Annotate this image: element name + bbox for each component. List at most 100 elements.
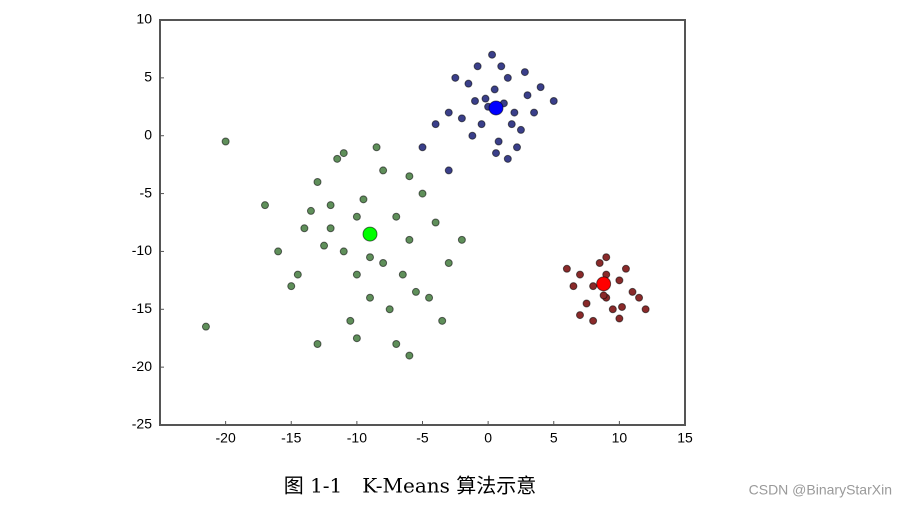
point <box>576 311 584 320</box>
point <box>615 314 624 323</box>
point <box>444 166 453 175</box>
point <box>516 125 525 134</box>
point <box>471 97 479 105</box>
caption: 图 1-1 K-Means 算法示意 <box>284 474 537 498</box>
point <box>300 224 309 233</box>
point <box>497 62 506 71</box>
point <box>490 85 499 94</box>
point <box>602 253 611 262</box>
y-tick-label: -5 <box>140 184 153 200</box>
point <box>488 100 504 116</box>
point <box>405 235 414 244</box>
point <box>313 178 322 186</box>
x-tick-label: 15 <box>677 430 693 446</box>
point <box>392 212 401 221</box>
point <box>523 91 532 100</box>
point <box>628 287 637 296</box>
x-tick-label: -15 <box>281 430 301 446</box>
point <box>425 293 434 302</box>
point <box>530 108 539 117</box>
y-tick-label: -25 <box>132 416 152 432</box>
point <box>589 316 598 325</box>
point <box>352 334 361 343</box>
point <box>569 282 578 291</box>
point <box>438 316 447 325</box>
point <box>287 282 296 291</box>
point <box>549 97 558 105</box>
point <box>468 131 477 140</box>
point <box>473 62 482 71</box>
y-tick-label: -20 <box>132 358 152 374</box>
point <box>457 114 466 123</box>
point <box>339 247 348 256</box>
x-tick-label: -10 <box>347 430 367 446</box>
point <box>326 201 335 210</box>
point <box>366 293 374 302</box>
point <box>595 259 604 267</box>
point <box>352 212 361 221</box>
point <box>589 282 598 291</box>
point <box>379 166 388 175</box>
point <box>464 79 473 88</box>
y-tick-label: -10 <box>132 242 152 258</box>
y-tick-label: 0 <box>144 126 152 142</box>
point <box>392 340 401 348</box>
point <box>596 276 612 292</box>
point <box>488 50 497 59</box>
point <box>576 270 584 279</box>
point <box>481 94 490 103</box>
point <box>405 172 414 181</box>
point <box>405 351 414 360</box>
point <box>457 235 466 244</box>
point <box>221 137 230 146</box>
point <box>451 73 460 82</box>
point <box>431 218 440 227</box>
point <box>641 305 650 314</box>
point <box>261 201 269 210</box>
point <box>411 287 420 296</box>
point <box>359 195 368 204</box>
point <box>418 143 427 152</box>
point <box>366 253 374 262</box>
point <box>599 291 608 300</box>
point <box>513 143 521 152</box>
point <box>510 108 519 117</box>
x-tick-label: -20 <box>216 430 236 446</box>
x-tick-label: 5 <box>550 430 558 446</box>
point <box>274 247 283 256</box>
point <box>418 189 427 198</box>
point <box>494 137 503 146</box>
point <box>621 264 630 273</box>
point <box>333 154 342 163</box>
point <box>326 224 335 233</box>
point <box>379 259 388 267</box>
point <box>536 83 545 92</box>
point <box>503 73 512 82</box>
point <box>507 120 516 129</box>
point <box>477 120 486 129</box>
point <box>398 270 407 279</box>
point <box>618 302 626 311</box>
point <box>362 226 378 242</box>
point <box>293 270 302 279</box>
point <box>562 264 571 273</box>
point <box>320 241 329 250</box>
point <box>503 154 512 163</box>
point <box>582 299 591 308</box>
x-tick-label: -5 <box>416 430 429 446</box>
point <box>352 270 361 279</box>
x-tick-label: 0 <box>484 430 492 446</box>
plot-frame <box>159 19 686 426</box>
x-tick-label: 10 <box>612 430 628 446</box>
point <box>444 108 453 117</box>
point <box>385 305 394 314</box>
point <box>346 316 355 325</box>
point <box>608 305 617 314</box>
point <box>313 340 322 348</box>
point <box>431 120 440 129</box>
point <box>201 322 210 331</box>
point <box>492 149 500 158</box>
point <box>635 293 644 302</box>
point <box>306 206 315 215</box>
